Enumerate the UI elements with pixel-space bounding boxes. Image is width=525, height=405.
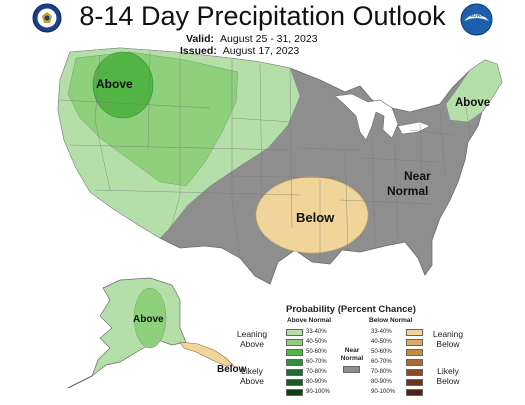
legend-above-label-2: 50-60%: [306, 349, 327, 355]
legend-above-swatch-5: [286, 379, 303, 386]
valid-label: Valid:: [186, 33, 215, 45]
alaska-panhandle-below-region: [179, 341, 235, 367]
plains-below-region: [255, 176, 369, 254]
legend-above-swatch-4: [286, 369, 303, 376]
legend-below-label-6: 90-100%: [371, 389, 396, 395]
legend-leaning-above: Leaning Above: [236, 329, 268, 349]
legend-below-swatch-6: [406, 389, 423, 396]
legend-above-swatch-2: [286, 349, 303, 356]
aleutian-islands: [67, 375, 93, 389]
legend-below-swatch-3: [406, 359, 423, 366]
issued-label: Issued:: [180, 45, 217, 57]
valid-value: August 25 - 31, 2023: [220, 33, 318, 45]
legend-below-swatch-0: [406, 329, 423, 336]
legend-above-swatch-6: [286, 389, 303, 396]
map-label-below-alaska: Below: [217, 364, 247, 375]
noaa-logo-icon: NOAA: [460, 3, 493, 41]
legend-near-normal-label: Near Normal: [340, 347, 364, 362]
legend-below-label-2: 50-60%: [371, 349, 392, 355]
legend-above-swatch-3: [286, 359, 303, 366]
legend-below-label-3: 60-70%: [371, 359, 392, 365]
legend-above-swatch-0: [286, 329, 303, 336]
issued-date: Issued: August 17, 2023: [180, 45, 299, 57]
legend-above-header: Above Normal: [287, 317, 332, 324]
legend-below-swatch-4: [406, 369, 423, 376]
great-lakes: [334, 93, 431, 141]
legend-likely-below: Likely Below: [436, 366, 460, 386]
legend-above-swatch-1: [286, 339, 303, 346]
legend-above-label-6: 90-100%: [306, 389, 331, 395]
map-label-above-alaska: Above: [133, 314, 164, 325]
legend-leaning-below: Leaning Below: [432, 329, 464, 349]
map-label-above-northeast: Above: [455, 97, 490, 109]
probability-legend: Probability (Percent Chance) Above Norma…: [232, 299, 472, 403]
legend-below-label-1: 40-50%: [371, 339, 392, 345]
legend-above-label-1: 40-50%: [306, 339, 327, 345]
legend-below-swatch-1: [406, 339, 423, 346]
legend-above-label-0: 33-40%: [306, 329, 327, 335]
alaska-above-40-50-region: [133, 287, 167, 349]
legend-below-label-4: 70-80%: [371, 369, 392, 375]
legend-above-label-3: 60-70%: [306, 359, 327, 365]
northeast-leaning-above-region: [445, 59, 503, 123]
legend-below-swatch-5: [406, 379, 423, 386]
svg-text:NOAA: NOAA: [469, 13, 484, 19]
state-boundaries: [59, 51, 471, 262]
legend-above-label-5: 80-90%: [306, 379, 327, 385]
valid-dates: Valid: August 25 - 31, 2023: [186, 33, 318, 45]
page-title: 8-14 Day Precipitation Outlook: [79, 1, 446, 31]
legend-above-label-4: 70-80%: [306, 369, 327, 375]
map-label-near-normal: Near Normal: [387, 169, 434, 198]
map-label-below-plains: Below: [296, 210, 335, 225]
legend-below-header: Below Normal: [369, 317, 413, 324]
legend-near-normal-swatch: [343, 366, 360, 373]
legend-below-label-5: 80-90%: [371, 379, 392, 385]
issued-value: August 17, 2023: [222, 45, 300, 57]
legend-below-label-0: 33-40%: [371, 329, 392, 335]
doc-seal-icon: [32, 3, 62, 38]
legend-likely-above: Likely Above: [239, 366, 265, 386]
legend-title: Probability (Percent Chance): [286, 304, 416, 315]
northwest-above-50-60-region: [92, 51, 154, 119]
map-label-above-northwest: Above: [96, 77, 133, 91]
legend-below-swatch-2: [406, 349, 423, 356]
